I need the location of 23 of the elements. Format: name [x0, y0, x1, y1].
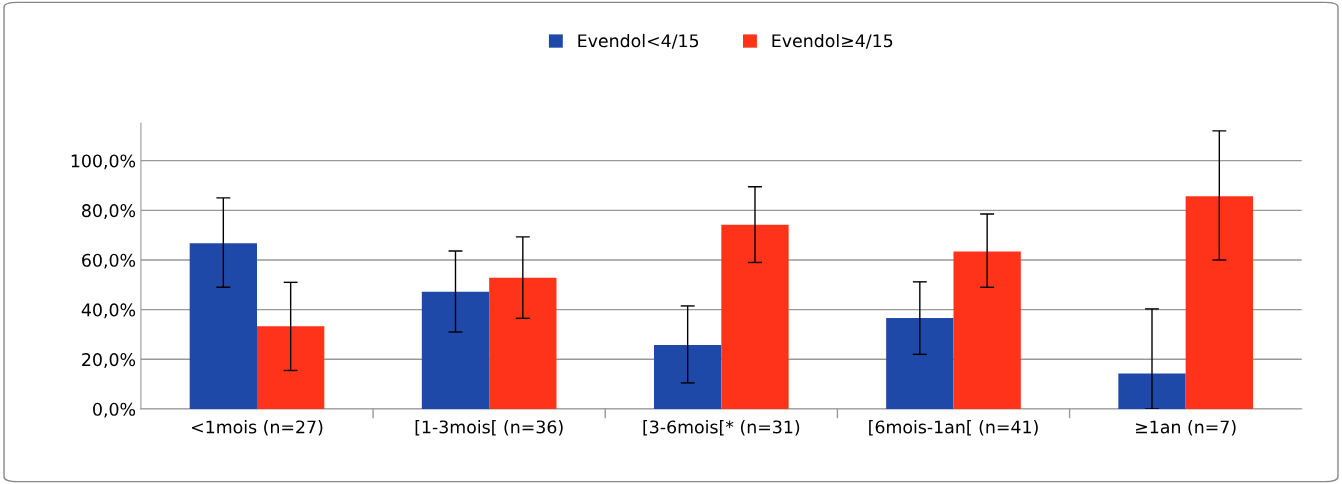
bar — [721, 224, 789, 409]
x-tick-label: [3-6mois[* (n=31) — [643, 420, 800, 436]
bar — [256, 326, 325, 409]
x-tick-label: ≥1an (n=7) — [1136, 420, 1236, 436]
bar — [953, 251, 1021, 409]
bar — [189, 243, 257, 409]
y-tick-label: 60,0% — [82, 253, 136, 269]
bar — [421, 291, 490, 409]
legend-label: Evendol<4/15 — [578, 33, 699, 49]
bar — [886, 318, 954, 409]
legend-label: Evendol≥4/15 — [772, 33, 893, 49]
y-tick-label: 20,0% — [82, 353, 136, 368]
bar — [1185, 196, 1253, 409]
bar — [489, 277, 557, 409]
x-tick-label: [6mois-1an[ (n=41) — [869, 420, 1038, 436]
y-tick-label: 100,0% — [71, 154, 136, 170]
y-tick-label: 80,0% — [82, 204, 136, 219]
bar — [1118, 373, 1186, 409]
y-tick-label: 0,0% — [93, 402, 136, 418]
bar — [654, 344, 722, 409]
x-tick-label: [1-3mois[ (n=36) — [415, 420, 563, 436]
x-tick-label: <1mois (n=27) — [191, 420, 323, 436]
y-tick-label: 40,0% — [81, 303, 136, 319]
